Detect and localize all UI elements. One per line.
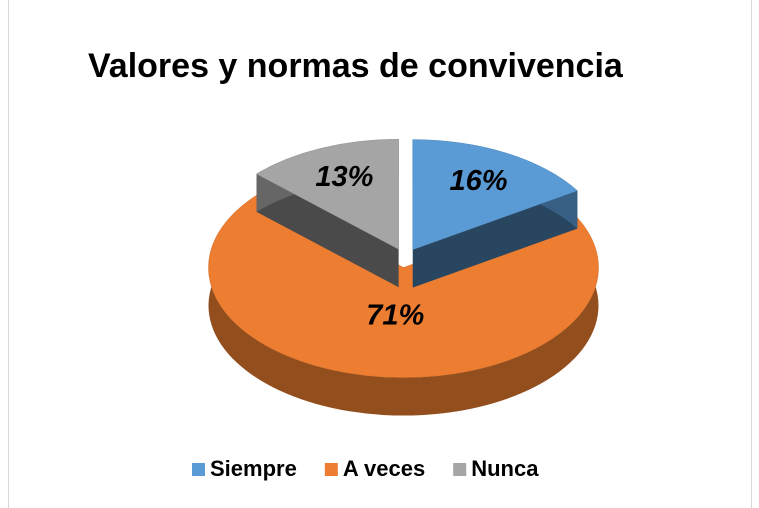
chart-title: Valores y normas de convivencia [88, 47, 624, 85]
data-label: 71% [366, 299, 424, 331]
slice [412, 139, 578, 288]
slice-cut-face [412, 190, 578, 288]
slice-cut-face [256, 173, 399, 288]
slice-top [412, 139, 578, 250]
legend-label: A veces [343, 456, 425, 481]
slice [255, 138, 399, 288]
data-label: 13% [315, 161, 373, 193]
legend-swatch [453, 463, 467, 476]
slice-top [255, 138, 399, 250]
legend-swatch [192, 463, 205, 476]
legend-label: Nunca [471, 456, 539, 481]
data-label: 16% [449, 165, 507, 197]
legend-swatch [324, 463, 338, 476]
legend-label: Siempre [210, 456, 297, 481]
